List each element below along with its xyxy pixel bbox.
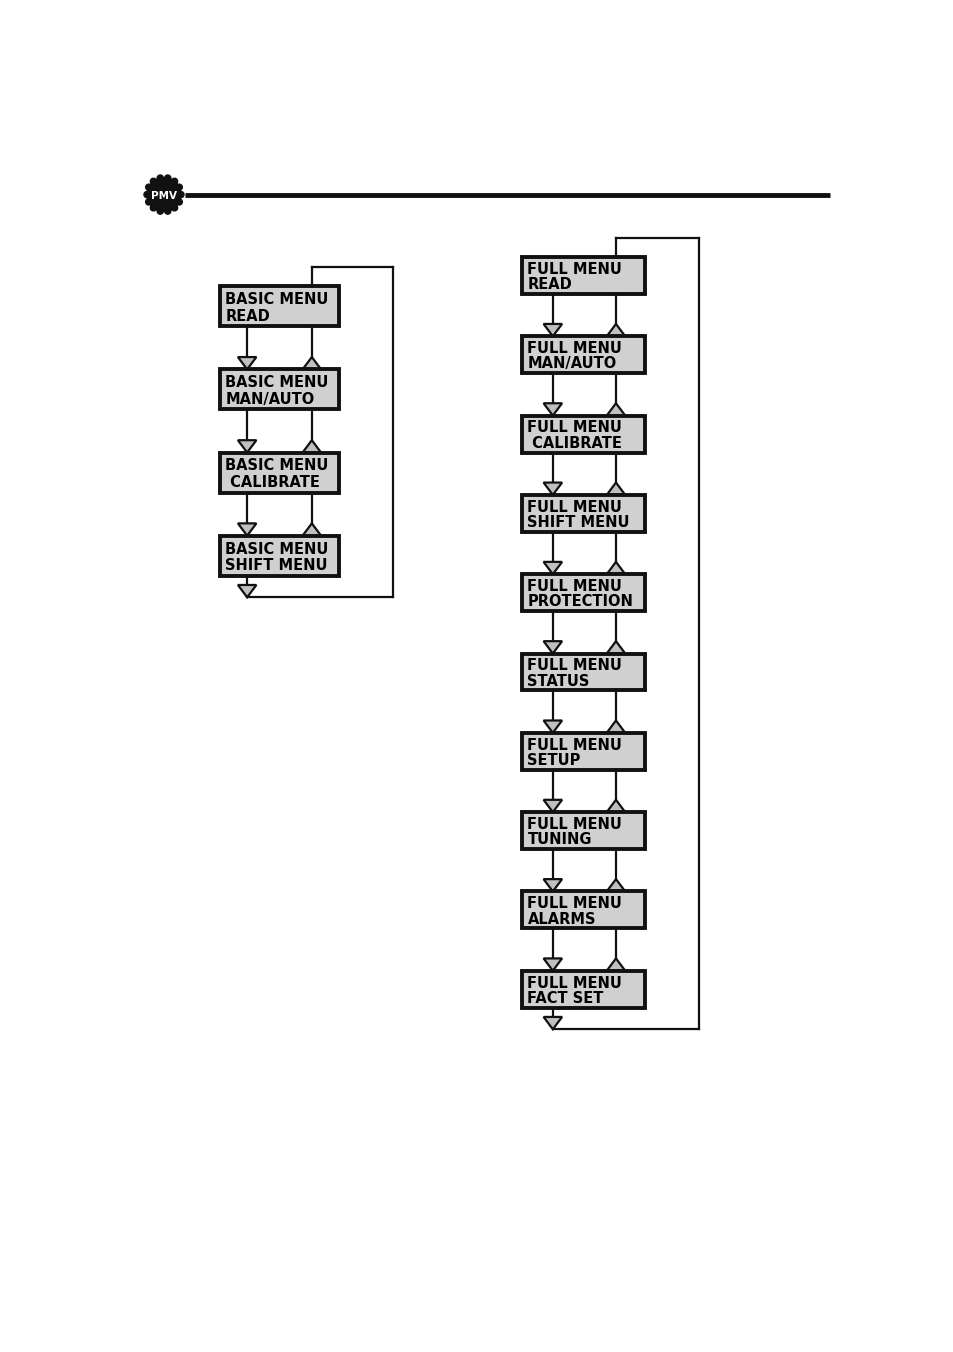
Text: FULL MENU: FULL MENU bbox=[527, 420, 621, 435]
Polygon shape bbox=[606, 721, 624, 733]
Bar bbox=[521, 415, 644, 453]
Polygon shape bbox=[237, 523, 256, 535]
Polygon shape bbox=[302, 441, 321, 453]
Bar bbox=[219, 453, 339, 492]
Text: SHIFT MENU: SHIFT MENU bbox=[527, 515, 629, 530]
Polygon shape bbox=[543, 641, 561, 653]
Bar bbox=[521, 813, 644, 849]
Polygon shape bbox=[543, 879, 561, 891]
Polygon shape bbox=[543, 403, 561, 415]
Text: BASIC MENU: BASIC MENU bbox=[225, 376, 328, 391]
Text: CALIBRATE: CALIBRATE bbox=[225, 475, 320, 489]
Circle shape bbox=[172, 204, 177, 211]
Text: STATUS: STATUS bbox=[527, 673, 589, 688]
Text: TUNING: TUNING bbox=[527, 833, 591, 848]
Text: FULL MENU: FULL MENU bbox=[527, 658, 621, 673]
Circle shape bbox=[151, 178, 156, 184]
Text: FULL MENU: FULL MENU bbox=[527, 738, 621, 753]
Circle shape bbox=[176, 184, 182, 191]
Circle shape bbox=[176, 199, 182, 206]
Bar bbox=[521, 337, 644, 373]
Polygon shape bbox=[606, 641, 624, 653]
Circle shape bbox=[165, 208, 171, 214]
Circle shape bbox=[157, 208, 163, 214]
Circle shape bbox=[147, 177, 181, 211]
Bar bbox=[219, 535, 339, 576]
Text: PROTECTION: PROTECTION bbox=[527, 595, 633, 610]
Text: BASIC MENU: BASIC MENU bbox=[225, 542, 328, 557]
Text: FULL MENU: FULL MENU bbox=[527, 817, 621, 831]
Text: READ: READ bbox=[527, 277, 572, 292]
Bar bbox=[219, 287, 339, 326]
Circle shape bbox=[177, 192, 184, 197]
Polygon shape bbox=[237, 441, 256, 453]
Bar bbox=[521, 257, 644, 293]
Polygon shape bbox=[606, 959, 624, 971]
Circle shape bbox=[151, 204, 156, 211]
Polygon shape bbox=[606, 800, 624, 813]
Polygon shape bbox=[606, 562, 624, 575]
Polygon shape bbox=[606, 403, 624, 415]
Polygon shape bbox=[543, 562, 561, 575]
Bar bbox=[521, 733, 644, 769]
Text: BASIC MENU: BASIC MENU bbox=[225, 292, 328, 307]
Text: FULL MENU: FULL MENU bbox=[527, 262, 621, 277]
Polygon shape bbox=[237, 357, 256, 369]
Text: CALIBRATE: CALIBRATE bbox=[527, 435, 621, 450]
Text: BASIC MENU: BASIC MENU bbox=[225, 458, 328, 473]
Circle shape bbox=[172, 178, 177, 184]
Bar bbox=[521, 575, 644, 611]
Polygon shape bbox=[543, 721, 561, 733]
Bar bbox=[521, 653, 644, 691]
Bar bbox=[521, 891, 644, 929]
Polygon shape bbox=[543, 800, 561, 813]
Polygon shape bbox=[543, 1017, 561, 1029]
Text: ALARMS: ALARMS bbox=[527, 911, 596, 926]
Circle shape bbox=[146, 184, 152, 191]
Polygon shape bbox=[543, 324, 561, 337]
Text: FULL MENU: FULL MENU bbox=[527, 500, 621, 515]
Polygon shape bbox=[543, 959, 561, 971]
Text: FULL MENU: FULL MENU bbox=[527, 579, 621, 594]
Text: FULL MENU: FULL MENU bbox=[527, 341, 621, 356]
Polygon shape bbox=[543, 483, 561, 495]
Bar bbox=[521, 495, 644, 531]
Polygon shape bbox=[606, 879, 624, 891]
Text: FULL MENU: FULL MENU bbox=[527, 976, 621, 991]
Text: SHIFT MENU: SHIFT MENU bbox=[225, 558, 328, 573]
Polygon shape bbox=[237, 585, 256, 598]
Text: MAN/AUTO: MAN/AUTO bbox=[527, 357, 616, 372]
Text: MAN/AUTO: MAN/AUTO bbox=[225, 392, 314, 407]
Circle shape bbox=[144, 192, 150, 197]
Text: PMV: PMV bbox=[151, 191, 177, 201]
Text: SETUP: SETUP bbox=[527, 753, 580, 768]
Polygon shape bbox=[302, 357, 321, 369]
Polygon shape bbox=[606, 324, 624, 337]
Text: READ: READ bbox=[225, 308, 270, 323]
Bar bbox=[219, 369, 339, 410]
Text: FACT SET: FACT SET bbox=[527, 991, 603, 1006]
Circle shape bbox=[157, 174, 163, 181]
Polygon shape bbox=[606, 483, 624, 495]
Circle shape bbox=[146, 199, 152, 206]
Text: FULL MENU: FULL MENU bbox=[527, 896, 621, 911]
Polygon shape bbox=[302, 523, 321, 535]
Circle shape bbox=[165, 174, 171, 181]
Bar bbox=[521, 971, 644, 1007]
